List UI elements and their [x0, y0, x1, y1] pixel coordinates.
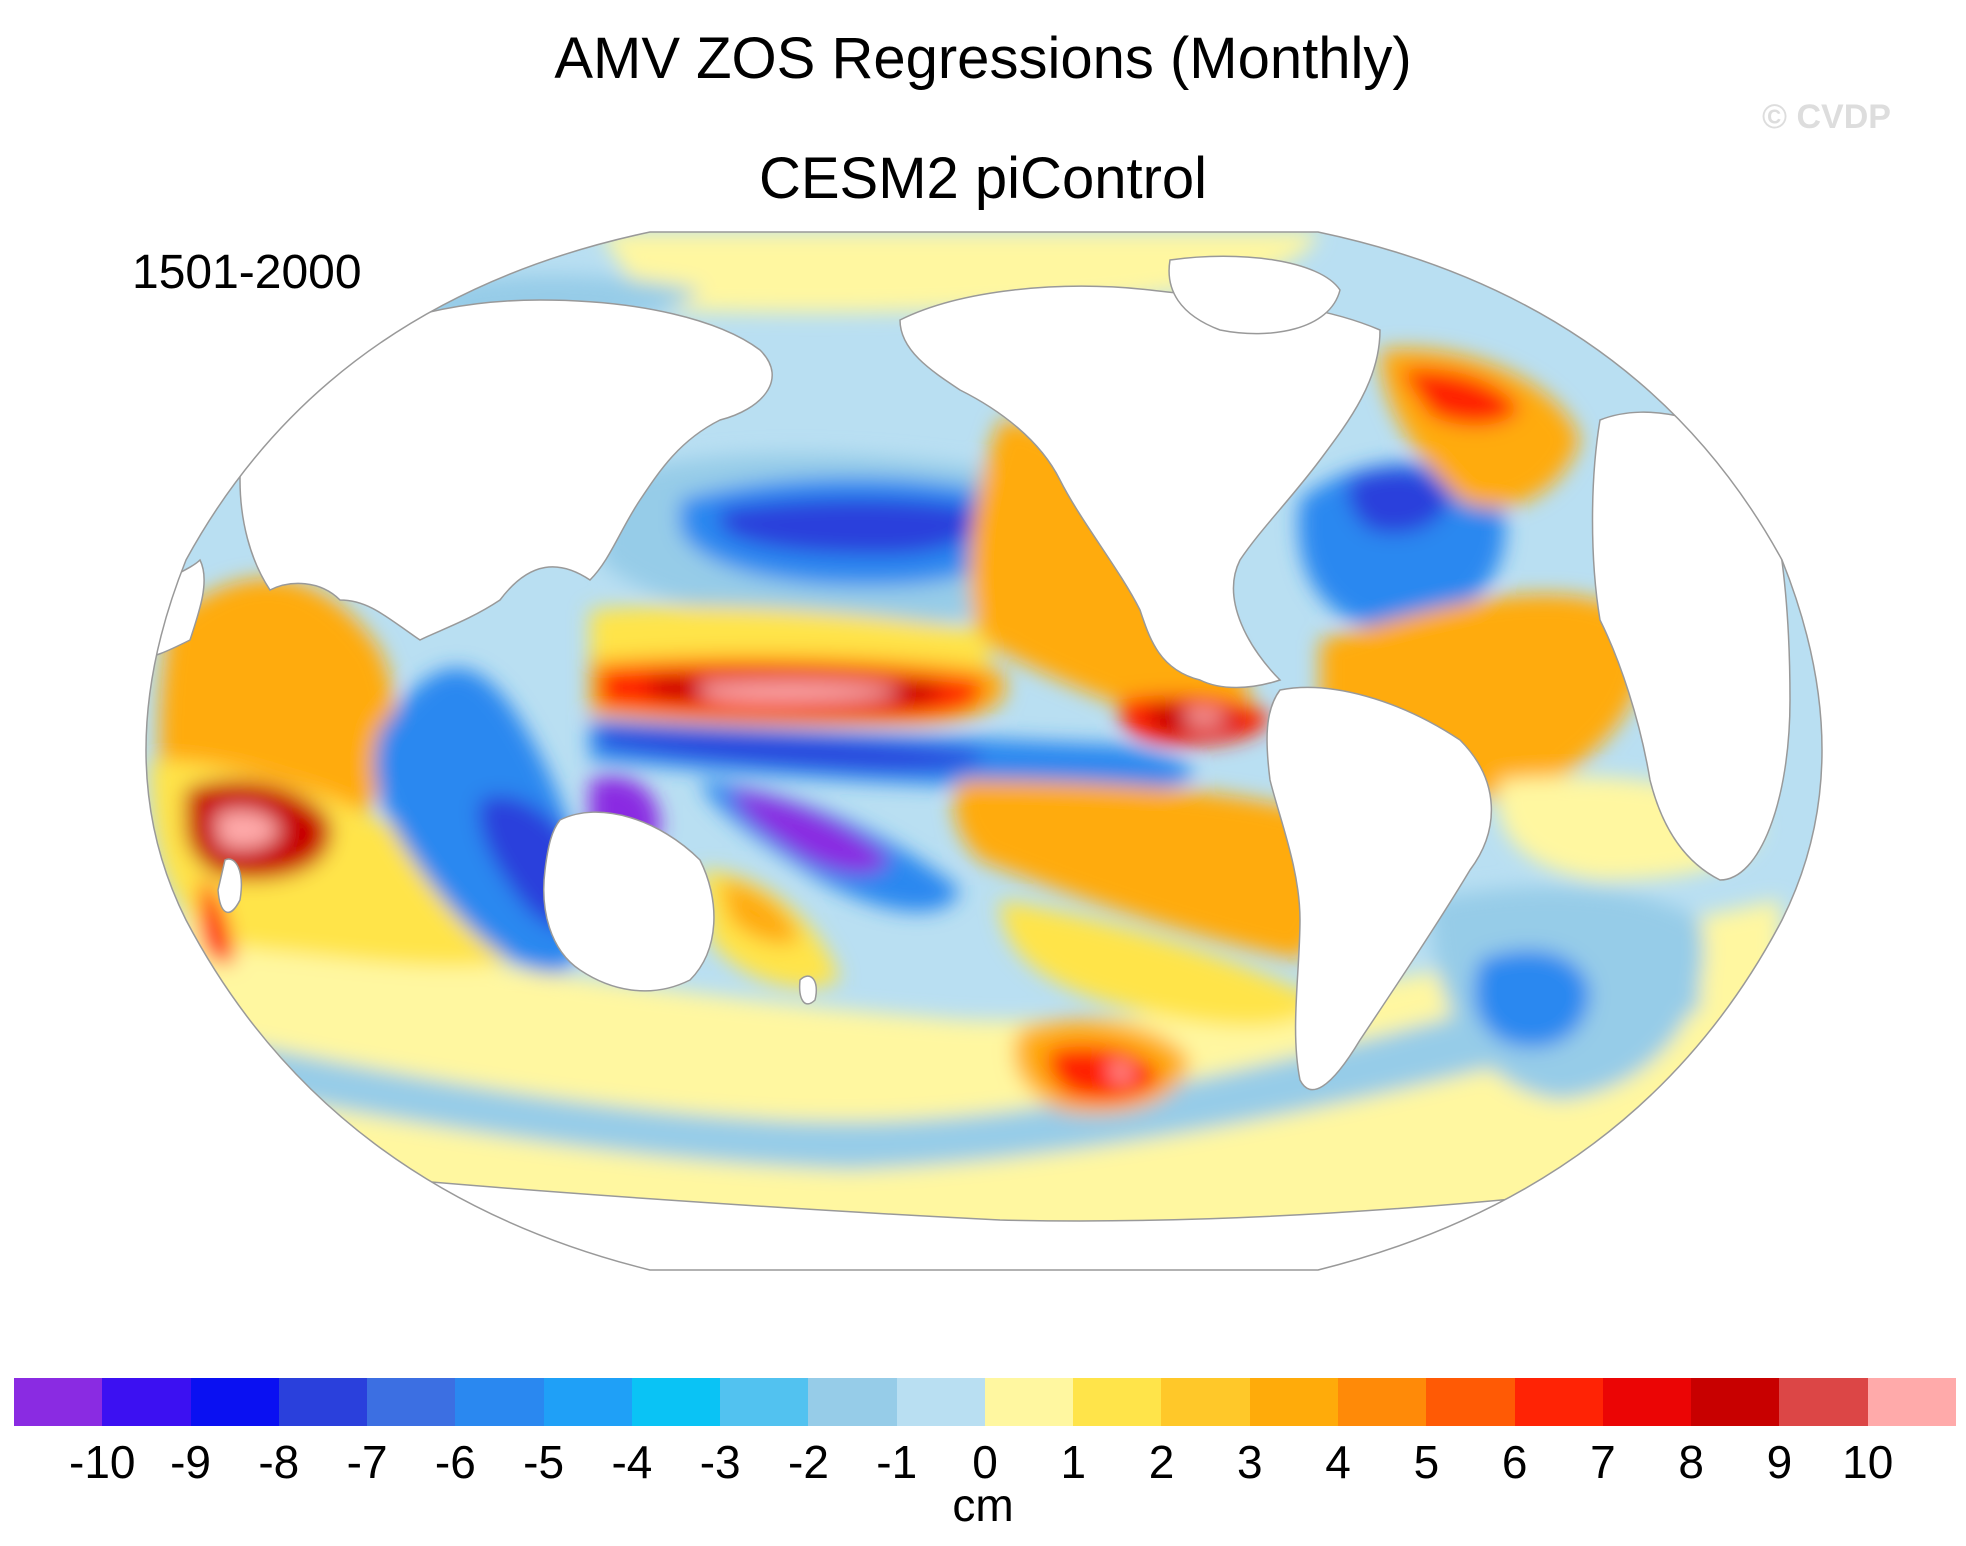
south-pacific-pink-blob: [1110, 1064, 1132, 1081]
colorbar-tick-label: 4: [1325, 1436, 1351, 1488]
colorbar-tick-label: -3: [699, 1436, 741, 1488]
colorbar-swatch-13: [1161, 1378, 1250, 1426]
colorbar-tick-label: 6: [1501, 1436, 1528, 1488]
map-fields: [146, 232, 1822, 1270]
north-atlantic-deep-blue: [1348, 469, 1450, 534]
colorbar-tick-label: -2: [788, 1436, 829, 1488]
south-pacific-red-blob: [1048, 1045, 1160, 1100]
se-pacific-yellow: [1000, 900, 1320, 1027]
colorbar-swatch-6: [543, 1378, 632, 1426]
colorbar-tick-label: 10: [1842, 1436, 1894, 1488]
subpolar-atlantic-red: [1400, 369, 1520, 426]
colorbar-tick-label: 2: [1148, 1436, 1175, 1488]
chart-subtitle: CESM2 piControl: [758, 146, 1208, 211]
land-south-america: [1266, 686, 1493, 1091]
colorbar-tick-label: -6: [434, 1436, 476, 1488]
land-australia: [543, 811, 715, 992]
colorbar-swatch-4: [367, 1378, 456, 1426]
south-pacific-violet: [730, 790, 890, 874]
south-atlantic-mid-blue: [1474, 950, 1590, 1048]
east-pacific-pink: [1185, 709, 1228, 725]
land-new-zealand: [798, 975, 817, 1005]
colorbar-tick-label: -4: [611, 1436, 653, 1488]
colorbar-swatch-15: [1337, 1378, 1427, 1426]
chart-title: AMV ZOS Regressions (Monthly): [554, 26, 1412, 91]
mozambique-red: [200, 880, 235, 964]
colorbar-swatch-8: [720, 1378, 809, 1426]
colorbar-swatch-18: [1602, 1378, 1692, 1426]
colorbar-tick-label: 7: [1590, 1436, 1616, 1488]
colorbar-swatch-21: [1867, 1378, 1956, 1426]
colorbar-tick-label: 3: [1237, 1436, 1263, 1488]
colorbar-tick-label: -10: [69, 1436, 136, 1488]
colorbar-swatch-2: [190, 1378, 279, 1426]
north-pacific-deep-blue: [720, 498, 982, 555]
colorbar-swatch-17: [1514, 1378, 1603, 1426]
land: [146, 255, 1791, 1270]
period-label: 1501-2000: [132, 246, 362, 299]
colorbar-tick-label: 8: [1678, 1436, 1704, 1488]
colorbar-swatch-12: [1073, 1378, 1162, 1426]
colorbar-tick-label: -8: [258, 1436, 300, 1488]
colorbar-tick-label: -9: [170, 1436, 211, 1488]
colorbar-tick-label: -7: [346, 1436, 388, 1488]
colorbar-swatch-16: [1426, 1378, 1515, 1426]
colorbar-swatch-1: [102, 1378, 191, 1426]
southern-blue-band: [230, 950, 1700, 1170]
colorbar-units: cm: [952, 1479, 1014, 1531]
land-madagascar: [217, 858, 242, 913]
colorbar-swatch-0: [14, 1378, 103, 1426]
globe-outline: [145, 231, 1823, 1271]
colorbar-tick-label: 9: [1766, 1436, 1793, 1488]
land-greenland: [1168, 255, 1341, 335]
colorbar-tick-label: 0: [972, 1436, 998, 1488]
equatorial-deep-blue-band: [600, 728, 982, 771]
colorbar-swatch-5: [455, 1378, 544, 1426]
colorbar-tick-label: 1: [1060, 1436, 1087, 1488]
colorbar-swatch-20: [1779, 1378, 1868, 1426]
equatorial-pink: [700, 681, 900, 702]
colorbar-swatch-11: [984, 1378, 1074, 1426]
colorbar-swatch-10: [896, 1378, 985, 1426]
colorbar-tick-label: 5: [1413, 1436, 1440, 1488]
colorbar-swatch-9: [808, 1378, 897, 1426]
colorbar-ticks: -10 -9 -8 -7 -6 -5 -4 -3 -2 -1 0 1 2 3 4 5 6 7 8 9 10: [0, 1435, 1966, 1495]
north-atlantic-blue: [1298, 462, 1506, 630]
colorbar: [14, 1378, 1956, 1426]
colorbar-swatch-3: [278, 1378, 368, 1426]
colorbar-swatch-19: [1691, 1378, 1780, 1426]
colorbar-swatch-14: [1249, 1378, 1338, 1426]
colorbar-tick-label: -1: [876, 1436, 918, 1488]
se-pacific-orange: [954, 780, 1334, 960]
tasman-orange: [720, 880, 800, 944]
colorbar-swatch-7: [631, 1378, 721, 1426]
colorbar-tick-label: -5: [523, 1436, 565, 1488]
madagascar-pink: [215, 810, 280, 849]
cvdp-credit: © CVDP: [1762, 98, 1891, 136]
land-asia: [239, 299, 773, 641]
